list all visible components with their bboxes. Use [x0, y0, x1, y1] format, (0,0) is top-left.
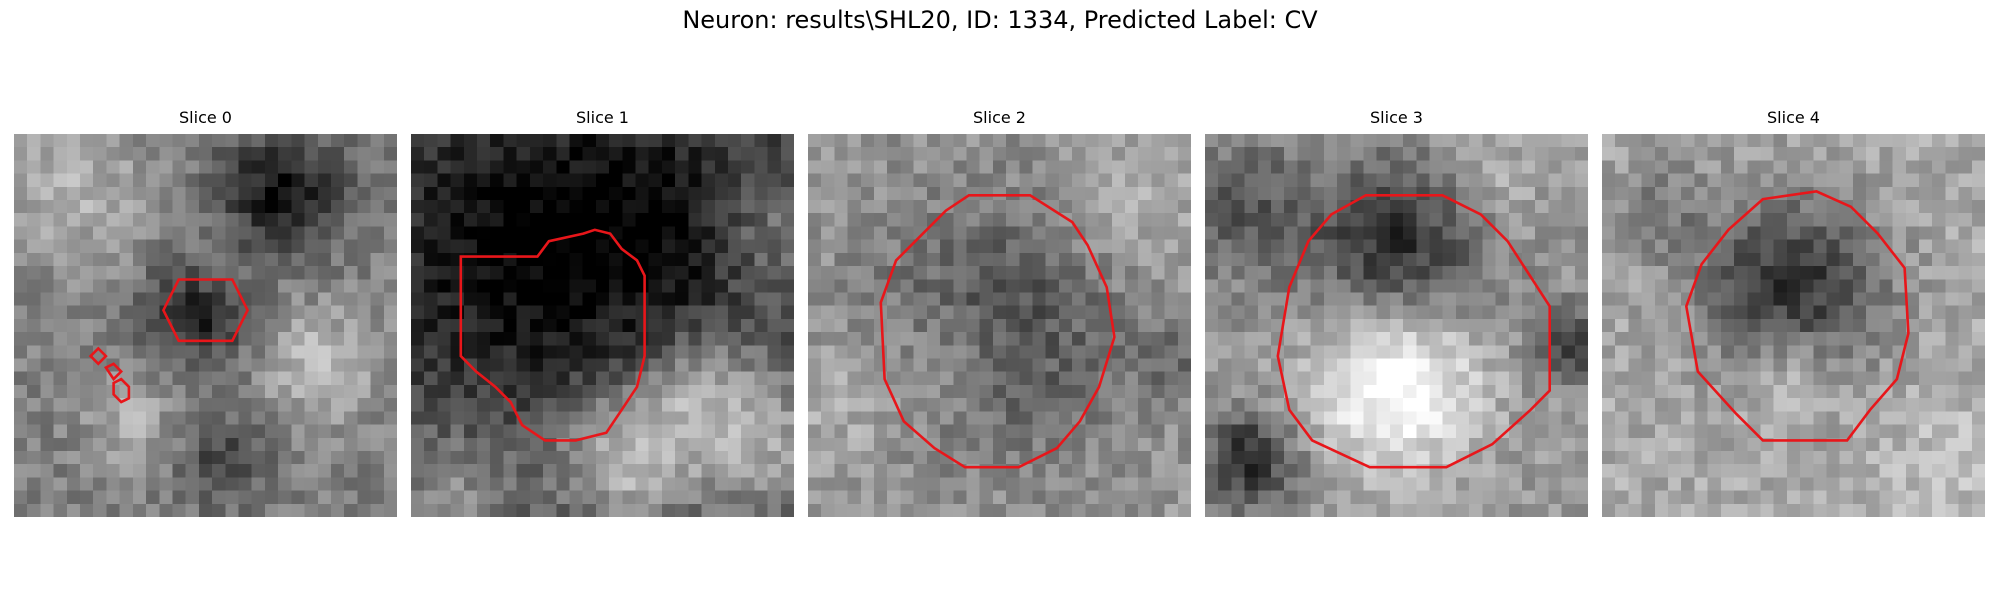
- slice-panel-3: Slice 3: [1205, 106, 1588, 517]
- slice-panel-2: Slice 2: [808, 106, 1191, 517]
- mask-contour: [1684, 190, 1910, 442]
- mask-contour: [103, 362, 124, 382]
- grayscale-pixels: [1205, 134, 1588, 517]
- slice-title: Slice 1: [576, 108, 629, 127]
- slice-image-1: [411, 134, 794, 517]
- mask-contour: [879, 193, 1116, 469]
- slice-title: Slice 0: [179, 108, 232, 127]
- mask-contour: [88, 346, 108, 366]
- slice-image-4: [1602, 134, 1985, 517]
- figure-title: Neuron: results\SHL20, ID: 1334, Predict…: [682, 6, 1318, 34]
- slice-title: Slice 4: [1767, 108, 1820, 127]
- slice-title: Slice 2: [973, 108, 1026, 127]
- mask-contour: [459, 228, 646, 442]
- slice-panel-1: Slice 1: [411, 106, 794, 517]
- mask-contour: [1276, 193, 1552, 469]
- slice-panel-4: Slice 4: [1602, 106, 1985, 517]
- slice-image-0: [14, 134, 397, 517]
- slice-panel-0: Slice 0: [14, 106, 397, 517]
- grayscale-pixels: [1602, 134, 1985, 517]
- grayscale-pixels: [808, 134, 1191, 517]
- grayscale-pixels: [411, 134, 794, 517]
- slice-image-2: [808, 134, 1191, 517]
- slice-title: Slice 3: [1370, 108, 1423, 127]
- grayscale-pixels: [14, 134, 397, 517]
- mask-contour: [161, 278, 250, 343]
- mask-contour: [112, 377, 131, 404]
- slice-image-3: [1205, 134, 1588, 517]
